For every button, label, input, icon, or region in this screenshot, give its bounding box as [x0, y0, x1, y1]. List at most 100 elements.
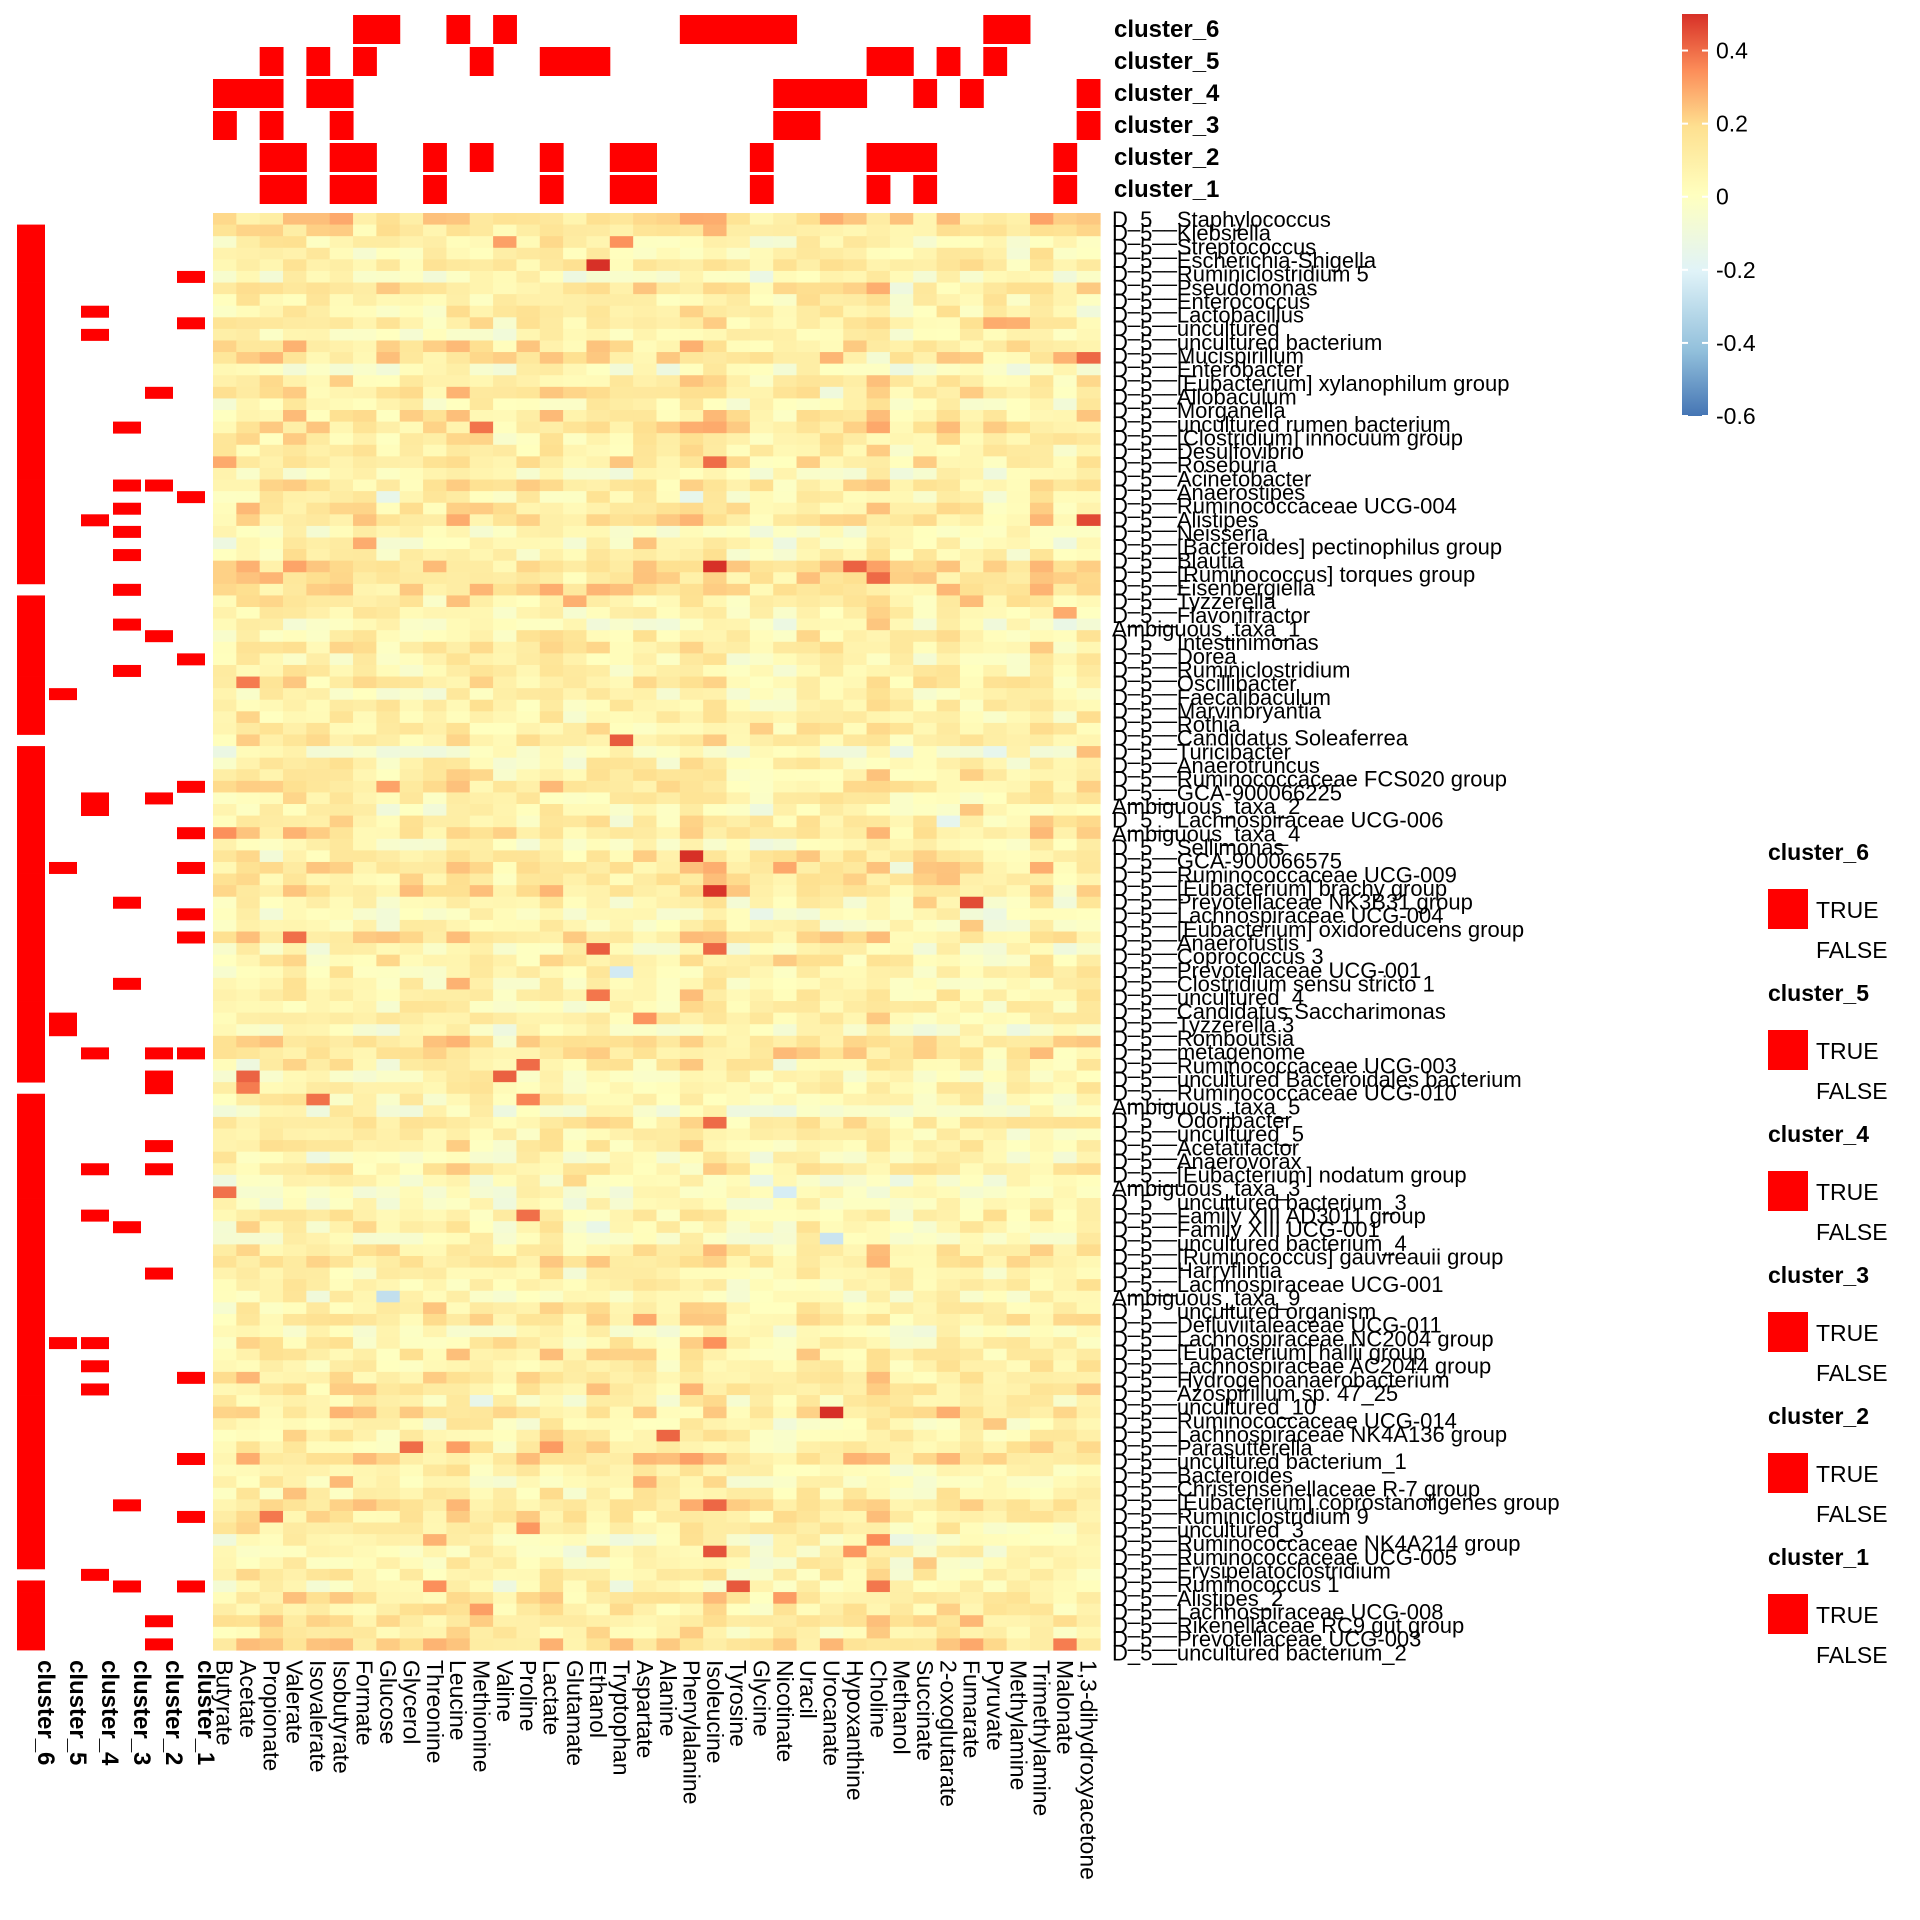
heatmap-cell	[586, 1429, 611, 1442]
heatmap-cell	[329, 1105, 354, 1118]
heatmap-cell	[726, 1093, 751, 1106]
heatmap-cell	[563, 549, 588, 562]
heatmap-cell	[446, 1290, 471, 1303]
heatmap-cell	[749, 734, 774, 747]
heatmap-cell	[446, 1522, 471, 1535]
heatmap-cell	[913, 989, 938, 1002]
heatmap-cell	[819, 1232, 844, 1245]
heatmap-cell	[796, 769, 821, 782]
heatmap-cell	[1076, 641, 1101, 654]
heatmap-cell	[563, 421, 588, 434]
row-annotation-mark	[17, 525, 45, 538]
heatmap-cell	[446, 1418, 471, 1431]
heatmap-cell	[306, 1464, 331, 1477]
row-annotation-mark	[177, 491, 205, 504]
heatmap-cell	[493, 1592, 518, 1605]
heatmap-cell	[516, 1174, 541, 1188]
heatmap-cell	[236, 1383, 261, 1396]
heatmap-cell	[213, 1395, 237, 1408]
heatmap-cell	[843, 977, 868, 991]
heatmap-cell	[866, 444, 891, 457]
heatmap-cell	[1053, 711, 1078, 724]
heatmap-cell	[376, 1255, 401, 1269]
heatmap-cell	[913, 1082, 938, 1095]
heatmap-cell	[703, 247, 728, 260]
heatmap-cell	[539, 236, 564, 249]
heatmap-cell	[236, 1534, 261, 1547]
heatmap-cell	[889, 410, 914, 423]
heatmap-cell	[469, 433, 494, 446]
heatmap-cell	[983, 908, 1008, 921]
heatmap-cell	[936, 815, 961, 828]
heatmap-cell	[563, 1487, 588, 1500]
heatmap-cell	[796, 479, 821, 492]
heatmap-cell	[1006, 711, 1031, 724]
heatmap-cell	[983, 1534, 1008, 1547]
heatmap-cell	[889, 514, 914, 527]
heatmap-cell	[586, 340, 611, 353]
heatmap-cell	[516, 1592, 541, 1605]
heatmap-cell	[493, 317, 518, 330]
heatmap-cell	[1076, 537, 1101, 550]
heatmap-cell	[329, 1568, 354, 1582]
heatmap-cell	[866, 549, 891, 562]
heatmap-cell	[679, 1545, 704, 1558]
heatmap-cell	[423, 804, 448, 817]
heatmap-cell	[469, 1174, 494, 1188]
heatmap-cell	[819, 1070, 844, 1083]
heatmap-cell	[283, 305, 307, 318]
heatmap-cell	[703, 792, 728, 805]
heatmap-cell	[1053, 410, 1078, 423]
heatmap-cell	[539, 1012, 564, 1025]
heatmap-cell	[586, 1522, 611, 1535]
heatmap-cell	[913, 1348, 938, 1361]
heatmap-cell	[959, 1035, 984, 1048]
heatmap-cell	[656, 410, 681, 423]
heatmap-cell	[679, 1615, 704, 1628]
heatmap-cell	[983, 1198, 1008, 1211]
heatmap-cell	[609, 1638, 634, 1651]
heatmap-cell	[633, 850, 658, 863]
heatmap-cell	[236, 1603, 261, 1616]
heatmap-cell	[983, 410, 1008, 423]
heatmap-cell	[1029, 305, 1054, 318]
heatmap-cell	[306, 943, 331, 956]
column-annotation-mark	[353, 175, 377, 204]
heatmap-cell	[399, 1406, 424, 1419]
heatmap-cell	[539, 746, 564, 759]
heatmap-cell	[376, 722, 401, 736]
heatmap-cell	[913, 514, 938, 527]
heatmap-cell	[819, 305, 844, 318]
row-label: D_5__uncultured rumen bacterium	[1112, 412, 1451, 437]
heatmap-cell	[539, 433, 564, 446]
heatmap-cell	[679, 1116, 704, 1130]
heatmap-cell	[516, 1116, 541, 1130]
heatmap-cell	[539, 1325, 564, 1338]
heatmap-cell	[796, 502, 821, 515]
heatmap-cell	[306, 421, 331, 434]
heatmap-cell	[1053, 1128, 1078, 1141]
heatmap-cell	[749, 653, 774, 666]
heatmap-cell	[399, 850, 424, 863]
heatmap-cell	[563, 1499, 588, 1512]
heatmap-cell	[749, 850, 774, 863]
heatmap-cell	[633, 861, 658, 875]
heatmap-cell	[866, 537, 891, 550]
heatmap-cell	[399, 328, 424, 342]
heatmap-cell	[656, 1012, 681, 1025]
heatmap-cell	[819, 896, 844, 909]
heatmap-cell	[936, 1082, 961, 1095]
heatmap-cell	[493, 1545, 518, 1558]
row-annotation-label: cluster_5	[64, 1660, 91, 1765]
heatmap-cell	[866, 340, 891, 353]
heatmap-cell	[1029, 792, 1054, 805]
heatmap-cell	[423, 607, 448, 620]
heatmap-cell	[213, 456, 237, 469]
heatmap-cell	[259, 1290, 284, 1303]
column-annotation-label: cluster_5	[1114, 48, 1219, 75]
heatmap-cell	[469, 630, 494, 643]
heatmap-cell	[539, 641, 564, 654]
heatmap-cell	[563, 375, 588, 388]
column-annotation-mark	[423, 175, 447, 204]
heatmap-cell	[1006, 664, 1031, 678]
